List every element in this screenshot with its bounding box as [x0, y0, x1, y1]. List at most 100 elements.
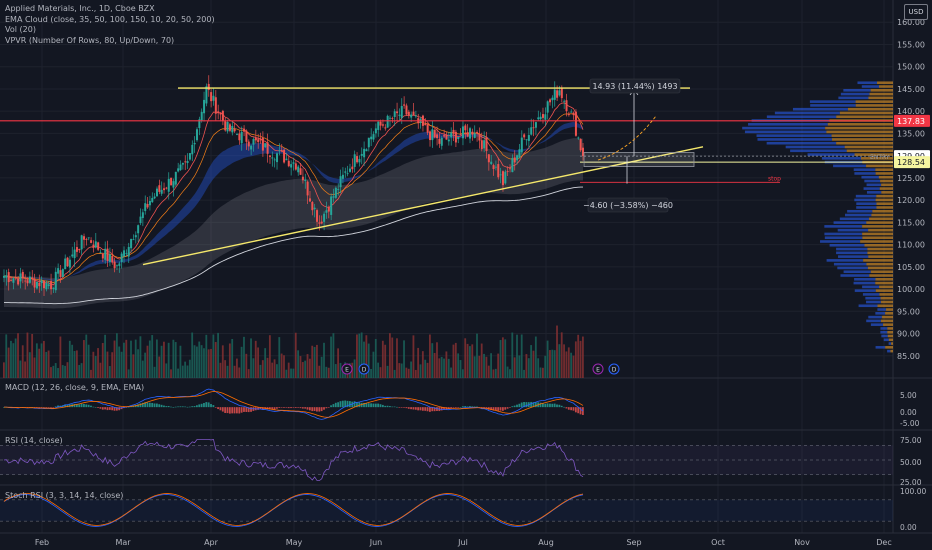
macd-hist — [111, 407, 114, 411]
pane-tick: 50.00 — [900, 458, 922, 467]
time-tick: Dec — [876, 538, 891, 547]
macd-hist — [45, 407, 48, 408]
candle-body — [407, 111, 410, 116]
macd-hist — [290, 407, 292, 409]
macd-hist — [558, 404, 561, 408]
macd-hist — [245, 407, 248, 412]
volume-bar — [398, 363, 401, 378]
profile-row-up — [838, 255, 869, 258]
volume-bar — [405, 367, 408, 378]
macd-hist — [108, 407, 111, 410]
candle-body — [97, 242, 100, 250]
candle-body — [212, 95, 215, 101]
macd-hist — [217, 407, 219, 410]
macd-hist — [476, 406, 478, 408]
volume-bar — [31, 333, 34, 378]
candle-body — [530, 127, 533, 135]
drawing-tools[interactable]: 14.93 (11.44%) 1493 −4.60 (−3.58%) −460 st… — [0, 78, 893, 375]
candle-body — [254, 137, 257, 141]
macd-hist — [367, 403, 370, 408]
currency-button[interactable]: USD — [904, 4, 928, 20]
macd-hist — [497, 407, 500, 411]
candle-body — [132, 239, 135, 241]
candle-body — [334, 187, 337, 198]
profile-row-down — [862, 232, 893, 236]
profile-row-up — [877, 308, 886, 311]
time-tick: Oct — [711, 538, 725, 547]
volume-bar — [518, 355, 521, 378]
macd-hist — [318, 407, 321, 412]
time-tick: Feb — [35, 538, 49, 547]
volume-bar — [271, 362, 274, 378]
volume-bar — [224, 360, 227, 378]
volume-bar — [40, 343, 43, 378]
volume-bar — [73, 351, 76, 378]
candle-body — [398, 114, 401, 116]
volume-bar — [511, 332, 514, 378]
macd-hist — [509, 407, 511, 408]
profile-row-down — [870, 270, 893, 274]
candle-body — [351, 166, 354, 170]
volume-bar — [276, 364, 278, 378]
macd-hist — [174, 406, 177, 408]
profile-row-up — [840, 92, 870, 96]
stoch-band — [0, 499, 893, 522]
candle-body — [574, 111, 577, 136]
projection-path — [597, 115, 657, 161]
volume-bar — [61, 365, 64, 378]
macd-hist — [299, 407, 302, 409]
volume-bar — [461, 369, 464, 378]
candle-body — [377, 121, 380, 130]
profile-row-down — [887, 330, 893, 334]
profile-row-up — [744, 130, 827, 134]
volume-bar — [47, 350, 50, 378]
volume-bar — [546, 340, 549, 378]
profile-row-up — [790, 149, 847, 153]
candle-body — [200, 111, 203, 121]
candle-body — [14, 277, 17, 279]
profile-row-up — [837, 228, 869, 232]
macd-hist — [66, 404, 69, 408]
macd-hist — [85, 404, 88, 408]
volume-bar — [144, 352, 147, 378]
macd-hist — [153, 403, 156, 408]
candle-body — [243, 128, 246, 132]
volume-bar — [285, 369, 288, 378]
volume-bar — [174, 342, 177, 378]
macd-hist — [466, 406, 469, 408]
volume-bar — [330, 336, 332, 378]
profile-row-up — [855, 194, 877, 198]
macd-hist — [80, 403, 83, 408]
profile-row-up — [839, 217, 870, 221]
price-axis[interactable]: 160.00155.00150.00145.00140.00135.00130.… — [894, 18, 930, 532]
volume-bar — [130, 340, 132, 378]
volume-bar — [85, 334, 88, 378]
macd-hist — [101, 407, 104, 410]
price-tick: 85.00 — [897, 352, 920, 361]
candle-body — [330, 196, 333, 215]
profile-row-up — [854, 289, 876, 292]
candle-body — [358, 159, 361, 163]
candle-body — [516, 155, 519, 161]
macd-hist — [520, 402, 523, 408]
profile-row-up — [857, 81, 878, 85]
volume-bar — [120, 351, 123, 378]
price-tick: 125.00 — [897, 174, 925, 183]
macd-hist — [389, 406, 391, 408]
candle-body — [367, 137, 370, 148]
time-axis[interactable]: Feb Mar Apr May Jun Jul Aug Sep Oct Nov Dec — [35, 538, 892, 547]
candle-body — [299, 168, 302, 175]
candle-body — [323, 213, 326, 222]
profile-row-up — [742, 126, 826, 130]
candle-body — [12, 278, 15, 283]
volume-bar — [80, 363, 83, 378]
macd-hist — [212, 405, 215, 408]
macd-hist — [570, 407, 573, 411]
volume-bar — [311, 345, 314, 378]
macd-hist — [563, 406, 565, 408]
macd-hist — [139, 403, 142, 408]
macd-hist — [549, 403, 551, 408]
event-badge — [358, 363, 370, 375]
profile-row-down — [878, 175, 893, 179]
